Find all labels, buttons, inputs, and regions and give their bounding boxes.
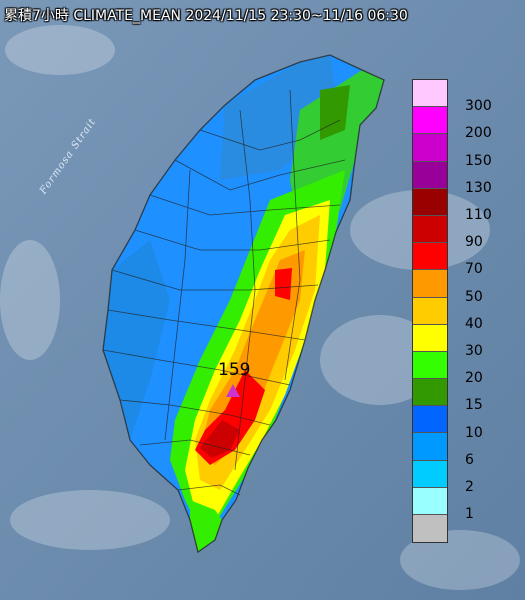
legend-swatch [413, 433, 447, 461]
legend-label: 15 [465, 397, 483, 414]
legend-swatch [413, 270, 447, 298]
legend-label: 130 [465, 179, 492, 196]
max-rainfall-marker-icon [226, 384, 240, 397]
legend-swatch [413, 515, 447, 543]
max-rainfall-value: 159 [218, 360, 251, 380]
legend-label: 150 [465, 152, 492, 169]
legend-label: 6 [465, 451, 474, 468]
legend-swatch [413, 379, 447, 407]
legend-swatch [413, 460, 447, 488]
rainfall-legend [412, 79, 448, 544]
legend-label: 200 [465, 125, 492, 142]
legend-swatch [413, 107, 447, 135]
legend-label: 2 [465, 479, 474, 495]
legend-label: 20 [465, 370, 483, 387]
legend-label: 90 [465, 234, 483, 251]
legend-swatch [413, 406, 447, 434]
legend-swatch [413, 80, 447, 108]
legend-swatch [413, 215, 447, 244]
map-title: 累積7小時 CLIMATE_MEAN 2024/11/15 23:30~11/1… [4, 8, 408, 24]
legend-label: 40 [465, 315, 483, 332]
legend-label: 1 [465, 506, 474, 523]
legend-swatch [413, 324, 447, 352]
legend-swatch [413, 351, 447, 380]
legend-swatch [413, 134, 447, 162]
legend-label: 50 [465, 288, 483, 305]
legend-swatch [413, 161, 447, 189]
legend-label: 110 [465, 207, 492, 223]
legend-label: 30 [465, 343, 483, 359]
legend-label: 70 [465, 261, 483, 278]
legend-swatch [413, 188, 447, 216]
legend-swatch [413, 243, 447, 271]
legend-swatch [413, 487, 447, 515]
legend-label: 10 [465, 424, 483, 441]
admin-boundaries [102, 54, 385, 554]
legend-label: 300 [465, 98, 492, 115]
legend-swatch [413, 297, 447, 325]
cloud-texture [0, 25, 520, 590]
